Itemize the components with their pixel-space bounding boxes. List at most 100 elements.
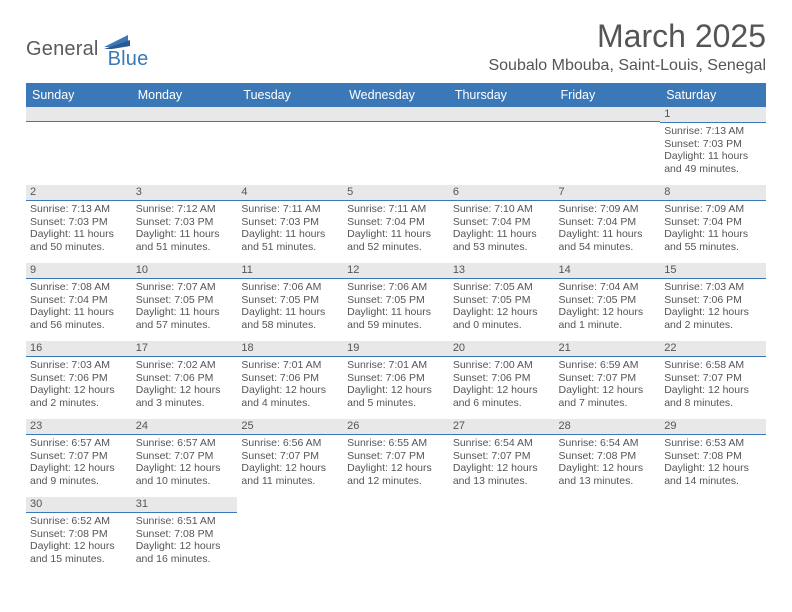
sunrise-line: Sunrise: 7:06 AM: [241, 281, 339, 294]
calendar-cell: [660, 497, 766, 575]
sunset-line: Sunset: 7:03 PM: [30, 216, 128, 229]
empty-day-bar: [26, 107, 132, 122]
daylight-line: Daylight: 11 hours and 59 minutes.: [347, 306, 445, 331]
sunrise-line: Sunrise: 7:12 AM: [136, 203, 234, 216]
day-number: 13: [449, 263, 555, 279]
sunset-line: Sunset: 7:03 PM: [136, 216, 234, 229]
daylight-line: Daylight: 12 hours and 11 minutes.: [241, 462, 339, 487]
daylight-line: Daylight: 12 hours and 14 minutes.: [664, 462, 762, 487]
day-details: Sunrise: 7:06 AMSunset: 7:05 PMDaylight:…: [343, 279, 449, 333]
title-block: March 2025 Soubalo Mbouba, Saint-Louis, …: [488, 18, 766, 75]
daylight-line: Daylight: 12 hours and 12 minutes.: [347, 462, 445, 487]
day-number: 11: [237, 263, 343, 279]
day-details: Sunrise: 7:11 AMSunset: 7:03 PMDaylight:…: [237, 201, 343, 255]
daylight-line: Daylight: 11 hours and 52 minutes.: [347, 228, 445, 253]
location-subtitle: Soubalo Mbouba, Saint-Louis, Senegal: [488, 57, 766, 75]
day-header: Tuesday: [237, 83, 343, 107]
sunset-line: Sunset: 7:05 PM: [241, 294, 339, 307]
calendar-cell: 11 Sunrise: 7:06 AMSunset: 7:05 PMDayligh…: [237, 263, 343, 341]
day-number: 26: [343, 419, 449, 435]
day-number: 10: [132, 263, 238, 279]
sunset-line: Sunset: 7:06 PM: [347, 372, 445, 385]
daylight-line: Daylight: 12 hours and 2 minutes.: [30, 384, 128, 409]
calendar-cell: 4Sunrise: 7:11 AMSunset: 7:03 PMDaylight…: [237, 185, 343, 263]
sunset-line: Sunset: 7:07 PM: [30, 450, 128, 463]
calendar-cell: 19Sunrise: 7:01 AMSunset: 7:06 PMDayligh…: [343, 341, 449, 419]
sunrise-line: Sunrise: 7:09 AM: [559, 203, 657, 216]
sunset-line: Sunset: 7:07 PM: [136, 450, 234, 463]
sunrise-line: Sunrise: 6:54 AM: [453, 437, 551, 450]
sunrise-line: Sunrise: 7:04 AM: [559, 281, 657, 294]
calendar-cell: 24Sunrise: 6:57 AMSunset: 7:07 PMDayligh…: [132, 419, 238, 497]
day-details: Sunrise: 6:58 AMSunset: 7:07 PMDaylight:…: [660, 357, 766, 411]
sunrise-line: Sunrise: 6:54 AM: [559, 437, 657, 450]
day-details: Sunrise: 7:07 AMSunset: 7:05 PMDaylight:…: [132, 279, 238, 333]
sunrise-line: Sunrise: 7:13 AM: [30, 203, 128, 216]
day-number: 4: [237, 185, 343, 201]
sunset-line: Sunset: 7:07 PM: [453, 450, 551, 463]
day-details: Sunrise: 6:57 AMSunset: 7:07 PMDaylight:…: [132, 435, 238, 489]
calendar-cell: 30Sunrise: 6:52 AMSunset: 7:08 PMDayligh…: [26, 497, 132, 575]
sunrise-line: Sunrise: 7:02 AM: [136, 359, 234, 372]
day-header: Sunday: [26, 83, 132, 107]
daylight-line: Daylight: 12 hours and 13 minutes.: [559, 462, 657, 487]
day-number: 17: [132, 341, 238, 357]
calendar-cell: [343, 497, 449, 575]
day-header: Saturday: [660, 83, 766, 107]
day-header: Friday: [555, 83, 661, 107]
calendar-cell: [343, 107, 449, 185]
day-number: 1: [660, 107, 766, 123]
daylight-line: Daylight: 11 hours and 58 minutes.: [241, 306, 339, 331]
sunset-line: Sunset: 7:08 PM: [664, 450, 762, 463]
day-details: Sunrise: 7:13 AMSunset: 7:03 PMDaylight:…: [26, 201, 132, 255]
day-number: 22: [660, 341, 766, 357]
sunrise-line: Sunrise: 6:53 AM: [664, 437, 762, 450]
daylight-line: Daylight: 12 hours and 8 minutes.: [664, 384, 762, 409]
sunset-line: Sunset: 7:04 PM: [559, 216, 657, 229]
sunrise-line: Sunrise: 7:10 AM: [453, 203, 551, 216]
logo-text-blue: Blue: [108, 48, 149, 71]
sunset-line: Sunset: 7:06 PM: [453, 372, 551, 385]
logo: General Blue: [26, 18, 148, 71]
calendar-cell: 5Sunrise: 7:11 AMSunset: 7:04 PMDaylight…: [343, 185, 449, 263]
calendar-cell: 17Sunrise: 7:02 AMSunset: 7:06 PMDayligh…: [132, 341, 238, 419]
sunrise-line: Sunrise: 6:57 AM: [30, 437, 128, 450]
day-number: 23: [26, 419, 132, 435]
calendar-cell: 2Sunrise: 7:13 AMSunset: 7:03 PMDaylight…: [26, 185, 132, 263]
sunset-line: Sunset: 7:05 PM: [136, 294, 234, 307]
daylight-line: Daylight: 12 hours and 5 minutes.: [347, 384, 445, 409]
calendar-cell: 6Sunrise: 7:10 AMSunset: 7:04 PMDaylight…: [449, 185, 555, 263]
daylight-line: Daylight: 12 hours and 0 minutes.: [453, 306, 551, 331]
day-details: Sunrise: 7:03 AMSunset: 7:06 PMDaylight:…: [26, 357, 132, 411]
day-number: 24: [132, 419, 238, 435]
sunset-line: Sunset: 7:08 PM: [559, 450, 657, 463]
calendar-row: 16Sunrise: 7:03 AMSunset: 7:06 PMDayligh…: [26, 341, 766, 419]
calendar-cell: 23Sunrise: 6:57 AMSunset: 7:07 PMDayligh…: [26, 419, 132, 497]
empty-day-bar: [555, 107, 661, 122]
day-number: 18: [237, 341, 343, 357]
day-details: Sunrise: 7:00 AMSunset: 7:06 PMDaylight:…: [449, 357, 555, 411]
daylight-line: Daylight: 11 hours and 50 minutes.: [30, 228, 128, 253]
calendar-cell: 26Sunrise: 6:55 AMSunset: 7:07 PMDayligh…: [343, 419, 449, 497]
day-details: Sunrise: 6:59 AMSunset: 7:07 PMDaylight:…: [555, 357, 661, 411]
sunrise-line: Sunrise: 6:52 AM: [30, 515, 128, 528]
day-number: 21: [555, 341, 661, 357]
sunrise-line: Sunrise: 7:01 AM: [347, 359, 445, 372]
sunrise-line: Sunrise: 7:08 AM: [30, 281, 128, 294]
day-number: 15: [660, 263, 766, 279]
day-details: Sunrise: 6:54 AMSunset: 7:07 PMDaylight:…: [449, 435, 555, 489]
sunrise-line: Sunrise: 6:51 AM: [136, 515, 234, 528]
daylight-line: Daylight: 12 hours and 1 minute.: [559, 306, 657, 331]
calendar-cell: 14Sunrise: 7:04 AMSunset: 7:05 PMDayligh…: [555, 263, 661, 341]
day-number: 2: [26, 185, 132, 201]
calendar-page: General Blue March 2025 Soubalo Mbouba, …: [0, 0, 792, 585]
calendar-cell: 3Sunrise: 7:12 AMSunset: 7:03 PMDaylight…: [132, 185, 238, 263]
header: General Blue March 2025 Soubalo Mbouba, …: [26, 18, 766, 75]
calendar-cell: 13Sunrise: 7:05 AMSunset: 7:05 PMDayligh…: [449, 263, 555, 341]
day-header: Wednesday: [343, 83, 449, 107]
day-details: Sunrise: 6:57 AMSunset: 7:07 PMDaylight:…: [26, 435, 132, 489]
daylight-line: Daylight: 11 hours and 51 minutes.: [241, 228, 339, 253]
day-details: Sunrise: 7:05 AMSunset: 7:05 PMDaylight:…: [449, 279, 555, 333]
sunset-line: Sunset: 7:04 PM: [453, 216, 551, 229]
sunset-line: Sunset: 7:06 PM: [664, 294, 762, 307]
